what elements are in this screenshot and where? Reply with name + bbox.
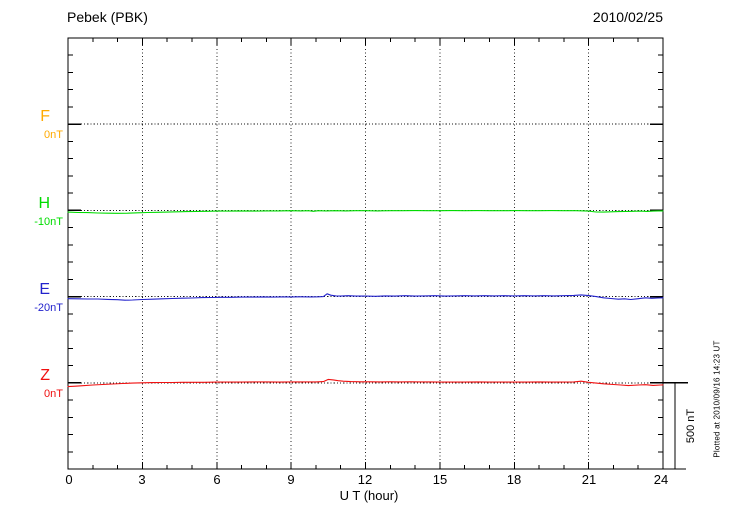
trace-baseline-value-e: -20nT: [34, 302, 63, 314]
trace-letter-e: E: [39, 281, 50, 298]
station-title: Pebek (PBK): [67, 9, 148, 25]
trace-label-block-f: F 0nT: [0, 108, 63, 143]
scale-bar-label: 500 nT: [685, 408, 697, 444]
trace-baseline-value-z: 0nT: [44, 388, 63, 400]
trace-baseline-value-f: 0nT: [44, 129, 63, 141]
trace-label-block-z: Z 0nT: [0, 367, 63, 402]
x-axis-label: U T (hour): [339, 488, 399, 503]
x-tick-label: 3: [138, 472, 146, 487]
plotted-timestamp-note: Plotted at 2010/09/16 14:23 UT: [712, 340, 722, 458]
x-tick-label: 6: [213, 472, 221, 487]
x-tick-label: 15: [432, 472, 448, 487]
trace-letter-h: H: [38, 195, 50, 212]
x-tick-label: 24: [653, 472, 669, 487]
x-tick-label: 12: [357, 472, 373, 487]
plot-date: 2010/02/25: [592, 9, 663, 25]
trace-label-block-e: E -20nT: [0, 281, 63, 316]
trace-baseline-value-h: -10nT: [34, 216, 63, 228]
trace-letter-f: F: [40, 108, 50, 125]
trace-label-block-h: H -10nT: [0, 195, 63, 230]
trace-letter-z: Z: [40, 367, 50, 384]
x-tick-label: 9: [287, 472, 295, 487]
x-tick-label: 21: [581, 472, 597, 487]
x-tick-label: 0: [65, 472, 73, 487]
x-tick-label: 18: [506, 472, 522, 487]
